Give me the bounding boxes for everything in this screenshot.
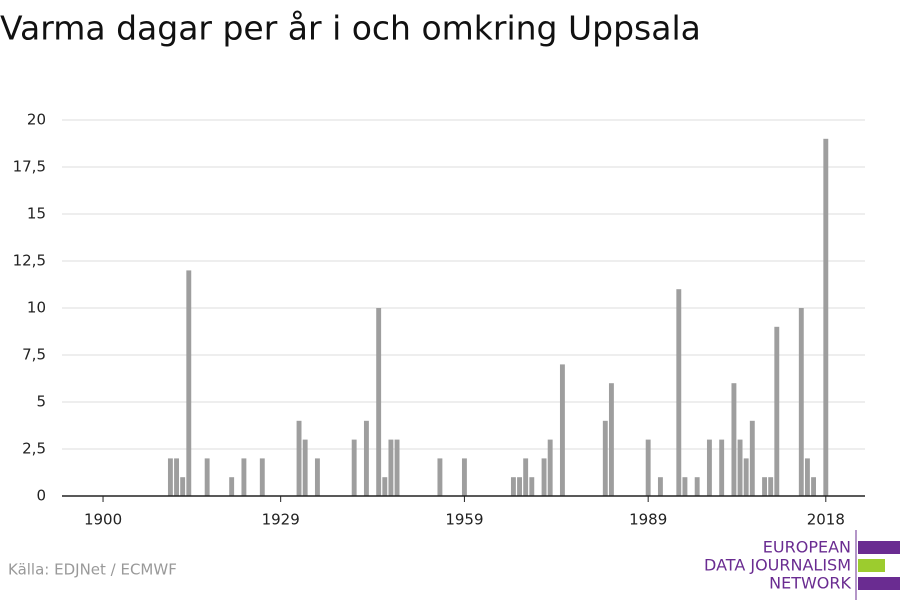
bar: [645, 439, 651, 496]
y-tick-label: 10: [27, 299, 46, 317]
bar: [296, 420, 302, 496]
x-tick-label: 1900: [84, 511, 122, 529]
bar: [186, 270, 192, 496]
bar: [559, 364, 565, 496]
bar: [461, 458, 467, 496]
bar: [229, 477, 235, 496]
bar: [259, 458, 265, 496]
bar: [811, 477, 816, 496]
bar: [523, 458, 529, 496]
bar: [804, 458, 810, 496]
bar: [602, 420, 608, 496]
bar: [314, 458, 320, 496]
chart-title: Varma dagar per år i och omkring Uppsala: [0, 9, 701, 48]
bar: [180, 477, 186, 496]
y-tick-label: 0: [36, 487, 46, 505]
y-tick-label: 12,5: [13, 252, 46, 270]
bar: [510, 477, 516, 496]
bar: [608, 383, 614, 496]
bar: [731, 383, 737, 496]
bar: [694, 477, 700, 496]
bar: [706, 439, 712, 496]
bar: [167, 458, 173, 496]
bar: [768, 477, 774, 496]
y-tick-label: 20: [27, 111, 46, 129]
y-tick-label: 7,5: [22, 346, 46, 364]
x-tick-label: 1959: [445, 511, 483, 529]
logo-text: NETWORK: [769, 574, 851, 593]
logo-bar: [858, 559, 885, 572]
bar: [394, 439, 400, 496]
bar: [743, 458, 749, 496]
x-tick-label: 2018: [807, 511, 845, 529]
bar: [541, 458, 547, 496]
logo-text: EUROPEAN: [763, 538, 851, 557]
bar: [657, 477, 663, 496]
bar: [302, 439, 308, 496]
bar: [388, 439, 394, 496]
bar: [719, 439, 725, 496]
source: Källa: EDJNet / ECMWF: [8, 561, 177, 579]
bar: [823, 138, 829, 497]
bar: [737, 439, 743, 496]
bar: [762, 477, 767, 496]
bar: [749, 420, 755, 496]
bar: [798, 308, 804, 496]
bar: [437, 458, 443, 496]
y-tick-label: 5: [36, 393, 46, 411]
x-tick-label: 1929: [262, 511, 300, 529]
bar: [382, 477, 388, 496]
logo-bar: [858, 541, 900, 554]
logo-text: DATA JOURNALISM: [704, 556, 851, 575]
bar: [351, 439, 357, 496]
bar: [241, 458, 247, 496]
bar: [547, 439, 553, 496]
bar: [204, 458, 210, 496]
bar: [682, 477, 688, 496]
bar: [676, 289, 682, 496]
bar: [774, 326, 780, 496]
logo-bar: [858, 577, 900, 590]
bar: [517, 477, 522, 496]
bar: [174, 458, 179, 496]
bar: [363, 420, 369, 496]
y-tick-label: 15: [27, 205, 46, 223]
y-tick-label: 2,5: [22, 440, 46, 458]
bar: [376, 308, 382, 496]
x-tick-label: 1989: [629, 511, 667, 529]
y-tick-label: 17,5: [13, 158, 46, 176]
bar: [529, 477, 535, 496]
